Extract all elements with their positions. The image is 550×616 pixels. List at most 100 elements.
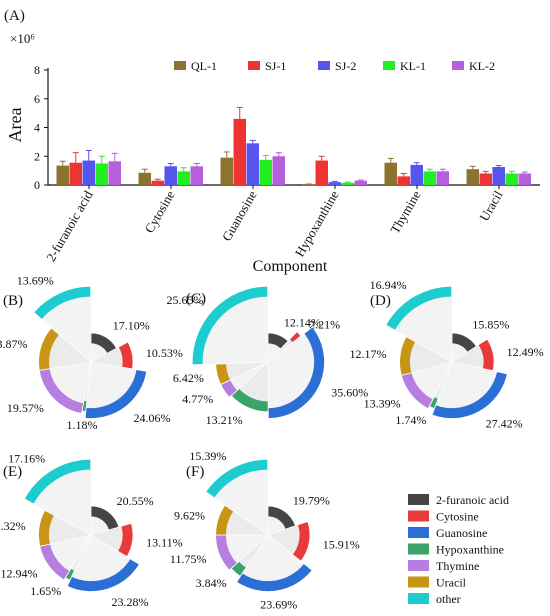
legend-swatch-other [408,593,429,604]
legend-swatch-guanosine [408,527,429,538]
legend-label-sj-1: SJ-1 [265,59,286,73]
pie-slice-guanosine [268,327,325,419]
legend-swatch-thymine [408,560,429,571]
pie-slice-thymine [216,535,237,570]
y-tick-label: 2 [34,149,40,163]
panel-label: (F) [186,464,204,480]
pie-label: 11.32% [0,519,26,533]
pie-label: 12.17% [350,347,387,361]
y-tick-label: 4 [34,121,40,135]
pie-panels: (B) 17.10% 10.53% 24.06% 1.18% 19.57% 13.87% 13… [0,274,544,612]
bar-sj-2 [246,143,259,185]
x-axis-label: Component [253,258,328,275]
pie-slice-thymine [221,380,237,397]
bar-kl-2 [272,156,285,185]
pie-slice-2-furanoic-acid [91,506,119,530]
legend-swatch-kl-1 [383,61,395,70]
legend-label-uracil: Uracil [436,576,467,590]
bar-sj-1 [315,160,328,185]
pie-label: 1.74% [395,413,426,427]
y-multiplier: ×10⁶ [10,31,35,46]
pie-slice-thymine [39,369,84,414]
pie-label: 17.16% [8,451,45,465]
pie-slice-other [24,459,91,504]
pie-slice-2-furanoic-acid [268,506,295,529]
bar-sj-1 [479,173,492,185]
pie-slice-uracil [39,328,59,370]
pie-slice-cytosine [118,523,133,557]
bar-kl-1 [177,171,190,185]
pie-panel-b: (B) 17.10% 10.53% 24.06% 1.18% 19.57% 13.87% 13… [0,274,183,432]
legend-label-hypoxanthine: Hypoxanthine [436,543,504,557]
x-tick-label: Guanosine [219,188,260,244]
bar-legend: QL-1 SJ-1 SJ-2 KL-1 KL-2 [174,59,495,73]
bar-sj-1 [397,176,410,185]
x-tick-label: Hypoxanthine [292,188,342,259]
bar-ql-1 [138,172,151,185]
legend-label-2-furanoic-acid: 2-furanoic acid [436,493,509,507]
pie-slice-hypoxanthine [430,397,438,409]
pie-label: 25.65% [167,293,204,307]
pie-slice-2-furanoic-acid [91,333,117,353]
pie-label: 13.21% [206,413,243,427]
bar-kl-2 [108,161,121,185]
pie-label: 15.91% [323,538,360,552]
bar-kl-1 [95,163,108,185]
pie-slice-guanosine [67,559,139,592]
x-tick-label: 2-furanoic acid [43,188,96,264]
bar-kl-2 [518,173,531,185]
bar-kl-2 [354,180,367,185]
x-tick-label: Thymine [387,188,424,236]
pie-slice-2-furanoic-acid [268,333,288,349]
pie-label: 19.79% [293,493,330,507]
bar-kl-1 [341,182,354,185]
pie-label: 12.94% [0,567,37,581]
pie-label: 4.77% [182,392,213,406]
pie-slice-other [386,286,452,330]
panel-label-a: (A) [4,8,25,24]
pie-slice-guanosine [85,370,147,419]
pie-panel-e: (E) 20.55% 13.11% 23.28% 1.65% 12.94% 11.32% 17… [0,451,183,609]
pie-label: 3.84% [196,576,227,590]
pie-label: 20.55% [117,494,154,508]
y-tick-label: 0 [34,178,40,192]
pie-label: 9.62% [174,508,205,522]
pie-slice-hypoxanthine [231,561,246,576]
pie-label: 1.65% [30,584,61,598]
y-axis-label: Area [5,108,25,143]
pie-label: 2.21% [309,318,340,332]
pie-label: 13.39% [364,396,401,410]
bar-sj-1 [151,180,164,185]
x-tick-label: Cytosine [141,188,177,236]
pie-label: 10.53% [146,346,183,360]
y-tick-label: 8 [34,63,40,77]
pie-slice-hypoxanthine [82,400,87,412]
pie-label: 6.42% [173,371,204,385]
pie-slice-other [34,286,91,319]
panel-label: (C) [186,291,206,307]
pie-label: 13.87% [0,337,27,351]
pie-slice-cytosine [292,522,310,561]
pie-slice-thymine [401,373,433,409]
bar-ql-1 [220,157,233,185]
pie-label: 15.39% [189,449,226,463]
pie-slice-hypoxanthine [66,569,75,580]
pie-slice-thymine [40,544,70,580]
legend-swatch-sj-1 [248,61,260,70]
legend-label-sj-2: SJ-2 [335,59,356,73]
bar-sj-2 [164,166,177,185]
panel-label: (B) [3,293,23,309]
pie-label: 16.94% [370,278,407,292]
pie-slice-2-furanoic-acid [452,333,476,352]
legend-swatch-cytosine [408,510,429,522]
bar-sj-1 [69,162,82,185]
pie-slice-cytosine [478,339,494,371]
legend-label-cytosine: Cytosine [436,510,479,524]
pie-slice-uracil [400,337,416,375]
pie-slice-uracil [216,505,234,535]
panel-label: (E) [3,464,22,480]
bar-sj-1 [233,118,246,185]
pie-panel-c: (C) 12.14%2.21% 35.60% 13.21% 4.77% 6.42% 25.6… [167,286,368,427]
pie-slice-guanosine [432,372,507,419]
